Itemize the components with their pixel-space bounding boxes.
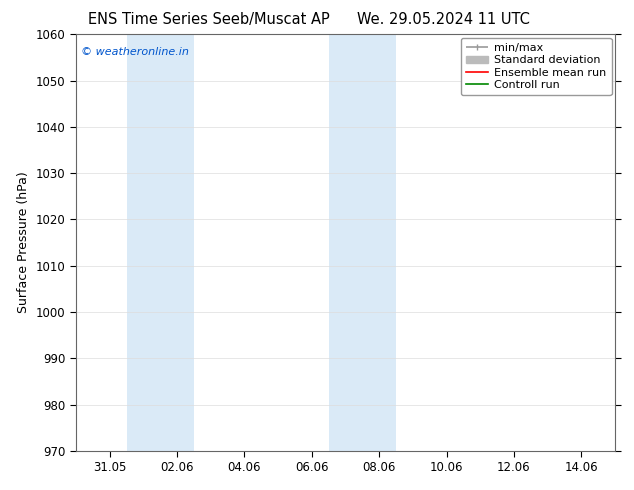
Legend: min/max, Standard deviation, Ensemble mean run, Controll run: min/max, Standard deviation, Ensemble me… bbox=[460, 38, 612, 96]
Bar bbox=[328, 34, 396, 451]
Text: We. 29.05.2024 11 UTC: We. 29.05.2024 11 UTC bbox=[358, 12, 530, 27]
Text: © weatheronline.in: © weatheronline.in bbox=[81, 47, 190, 57]
Text: ENS Time Series Seeb/Muscat AP: ENS Time Series Seeb/Muscat AP bbox=[88, 12, 330, 27]
Bar bbox=[127, 34, 194, 451]
Y-axis label: Surface Pressure (hPa): Surface Pressure (hPa) bbox=[17, 172, 30, 314]
